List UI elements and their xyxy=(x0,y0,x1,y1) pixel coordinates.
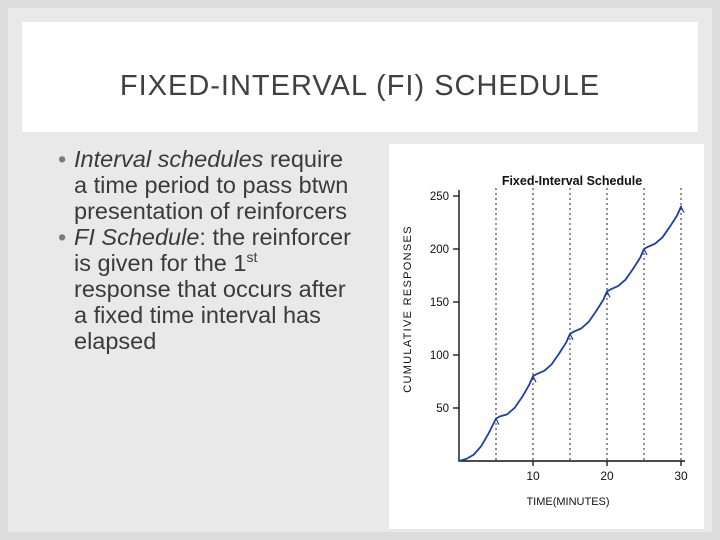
reinforcement-mark-1 xyxy=(529,374,537,383)
slide: FIXED-INTERVAL (FI) SCHEDULE • Interval s… xyxy=(8,8,712,532)
bullet-item-1: • Interval schedules require a time perio… xyxy=(58,146,358,224)
chart-panel: Fixed-Interval Schedule CUMULATIVE RESPO… xyxy=(389,144,704,529)
reinforcement-mark-0 xyxy=(492,417,500,425)
y-axis-label: CUMULATIVE RESPONSES xyxy=(402,225,414,393)
fi-chart: Fixed-Interval Schedule CUMULATIVE RESPO… xyxy=(402,174,688,508)
y-tick-label-0: 50 xyxy=(436,403,449,415)
reinforcement-mark-5 xyxy=(677,205,685,213)
reinforcement-mark-2 xyxy=(566,332,574,341)
chart-title: Fixed-Interval Schedule xyxy=(502,174,642,188)
x-tick-label-2: 30 xyxy=(674,469,688,483)
y-tick-label-2: 150 xyxy=(430,297,449,309)
bullet-2-text-2: response that occurs after a fixed time … xyxy=(74,276,346,354)
bullet-item-2: • FI Schedule: the reinforcer is given fo… xyxy=(58,224,358,354)
bullet-list: • Interval schedules require a time perio… xyxy=(58,146,358,354)
x-axis-label: TIME(MINUTES) xyxy=(526,496,609,508)
bullet-2-text: : the reinforcer is given for the 1 xyxy=(74,224,351,276)
bullet-2-italic: FI Schedule xyxy=(74,224,200,250)
series-line-0 xyxy=(458,205,682,462)
y-tick-label-1: 100 xyxy=(430,350,449,362)
bullet-1-italic: Interval schedules xyxy=(74,146,264,172)
bullet-dot-icon: • xyxy=(58,146,67,172)
y-tick-label-3: 200 xyxy=(430,244,449,256)
slide-title: FIXED-INTERVAL (FI) SCHEDULE xyxy=(119,70,601,102)
x-tick-label-1: 20 xyxy=(600,469,614,483)
bullet-dot-icon: • xyxy=(58,224,67,250)
title-box: FIXED-INTERVAL (FI) SCHEDULE xyxy=(22,22,698,132)
reinforcement-mark-4 xyxy=(640,247,648,256)
y-tick-label-4: 250 xyxy=(430,191,449,203)
bullet-2-sup: st xyxy=(246,249,258,266)
reinforcement-mark-3 xyxy=(603,290,611,298)
x-tick-label-0: 10 xyxy=(526,469,540,483)
bullet-1-text: require a time period to pass btwn prese… xyxy=(74,146,349,224)
